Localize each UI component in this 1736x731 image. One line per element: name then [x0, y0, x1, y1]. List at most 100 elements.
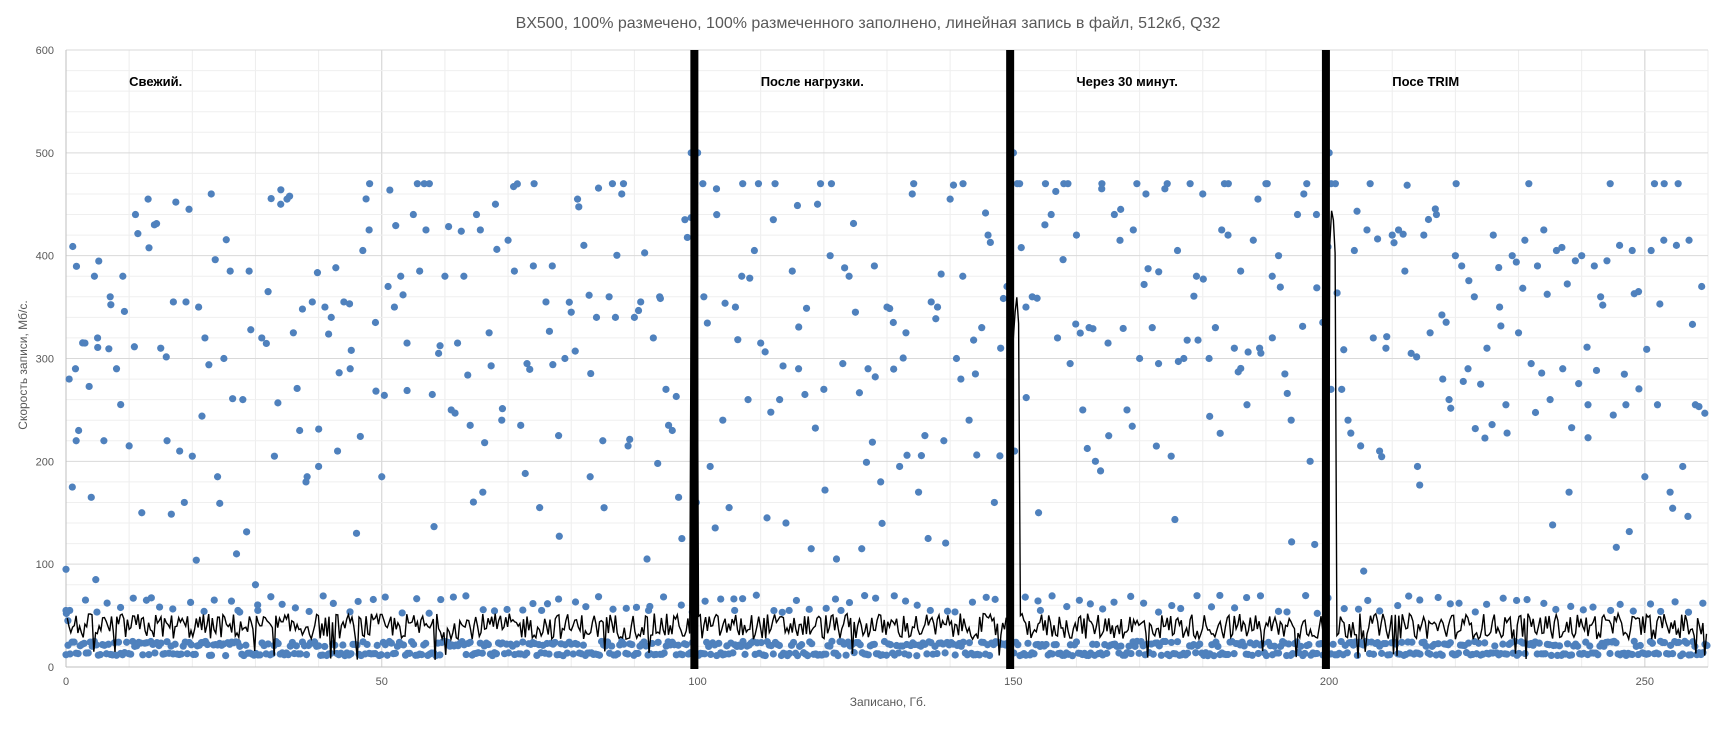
scatter-point [1699, 599, 1707, 607]
scatter-point [114, 638, 123, 646]
scatter-point [981, 209, 990, 217]
scatter-point [1470, 293, 1478, 301]
scatter-point [1552, 246, 1561, 255]
scatter-point [965, 639, 973, 647]
scatter-point [391, 649, 400, 657]
scatter-point [1458, 262, 1466, 270]
scatter-point [1373, 235, 1382, 243]
scatter-point [1257, 349, 1265, 357]
scatter-point [1481, 434, 1489, 442]
scatter-point [1416, 481, 1424, 489]
scatter-point [258, 334, 266, 342]
scatter-point [1167, 452, 1175, 460]
scatter-point [172, 198, 180, 206]
scatter-point [608, 642, 616, 650]
scatter-point [104, 640, 113, 648]
scatter-point [801, 390, 809, 399]
scatter-point [1064, 180, 1072, 188]
scatter-point [264, 640, 272, 648]
scatter-point [741, 650, 749, 658]
scatter-point [632, 603, 641, 611]
scatter-point [1416, 650, 1424, 658]
scatter-point [1438, 311, 1446, 319]
scatter-point [943, 607, 952, 615]
scatter-point [1579, 606, 1587, 614]
scatter-point [864, 365, 872, 373]
scatter-point [1679, 650, 1687, 658]
scatter-point [278, 600, 286, 608]
scatter-point [608, 180, 617, 188]
scatter-point [1489, 231, 1497, 239]
x-tick-label: 100 [688, 676, 706, 688]
scatter-point [1503, 429, 1511, 437]
scatter-point [941, 649, 949, 657]
scatter-point [1248, 651, 1256, 659]
scatter-point [487, 362, 495, 370]
scatter-point [1603, 257, 1611, 265]
scatter-point [731, 606, 739, 615]
scatter-point [1565, 488, 1573, 496]
scatter-point [1041, 221, 1049, 229]
scatter-point [721, 299, 729, 307]
scatter-point [626, 435, 634, 443]
scatter-point [1547, 651, 1555, 660]
scatter-point [1559, 365, 1567, 373]
scatter-point [1083, 444, 1091, 453]
scatter-point [1531, 408, 1540, 417]
scatter-point [1432, 210, 1441, 219]
scatter-point [901, 597, 910, 605]
scatter-point [185, 205, 193, 213]
scatter-point [913, 652, 921, 660]
scatter-point [902, 329, 910, 337]
scatter-point [856, 641, 864, 649]
scatter-point [1475, 639, 1483, 647]
scatter-point [303, 473, 311, 481]
scatter-point [386, 186, 394, 194]
scatter-point [1340, 346, 1348, 354]
scatter-point [634, 306, 643, 315]
scatter-point [677, 601, 685, 609]
scatter-point [1154, 360, 1163, 368]
scatter-point [827, 180, 836, 188]
scatter-point [1578, 252, 1586, 260]
scatter-point [739, 595, 747, 603]
scatter-point [485, 329, 493, 337]
scatter-point [750, 246, 758, 255]
scatter-point [1464, 639, 1473, 647]
scatter-point [1110, 210, 1118, 219]
scatter-point [1434, 640, 1442, 648]
scatter-point [886, 641, 895, 649]
scatter-point [62, 606, 70, 615]
scatter-point [1685, 236, 1693, 244]
scatter-point [1350, 246, 1358, 255]
scatter-point [1499, 594, 1507, 602]
scatter-point [371, 318, 380, 327]
separator-layer [690, 50, 1330, 669]
scatter-point [441, 272, 449, 280]
scatter-point [1024, 639, 1032, 647]
scatter-point [1567, 602, 1575, 611]
scatter-point [245, 267, 253, 275]
segment-annotation: Посе TRIM [1392, 74, 1459, 89]
scatter-point [1431, 205, 1439, 213]
scatter-point [157, 344, 165, 352]
scatter-point [305, 607, 313, 616]
scatter-point [405, 649, 414, 657]
scatter-point [1098, 185, 1106, 193]
scatter-point [971, 370, 980, 378]
scatter-point [984, 231, 992, 239]
scatter-point [315, 642, 323, 650]
scatter-point [1590, 262, 1598, 270]
scatter-point [1305, 641, 1313, 649]
scatter-point [1669, 504, 1677, 512]
scatter-point [384, 282, 392, 291]
scatter-point [1312, 210, 1321, 219]
scatter-point [399, 641, 408, 649]
scatter-point [1287, 416, 1295, 424]
scatter-point [1030, 650, 1038, 658]
scatter-point [1540, 599, 1548, 607]
scatter-point [1606, 180, 1614, 188]
scatter-point [1616, 600, 1624, 608]
scatter-point [613, 251, 621, 259]
scatter-point [1606, 649, 1614, 658]
